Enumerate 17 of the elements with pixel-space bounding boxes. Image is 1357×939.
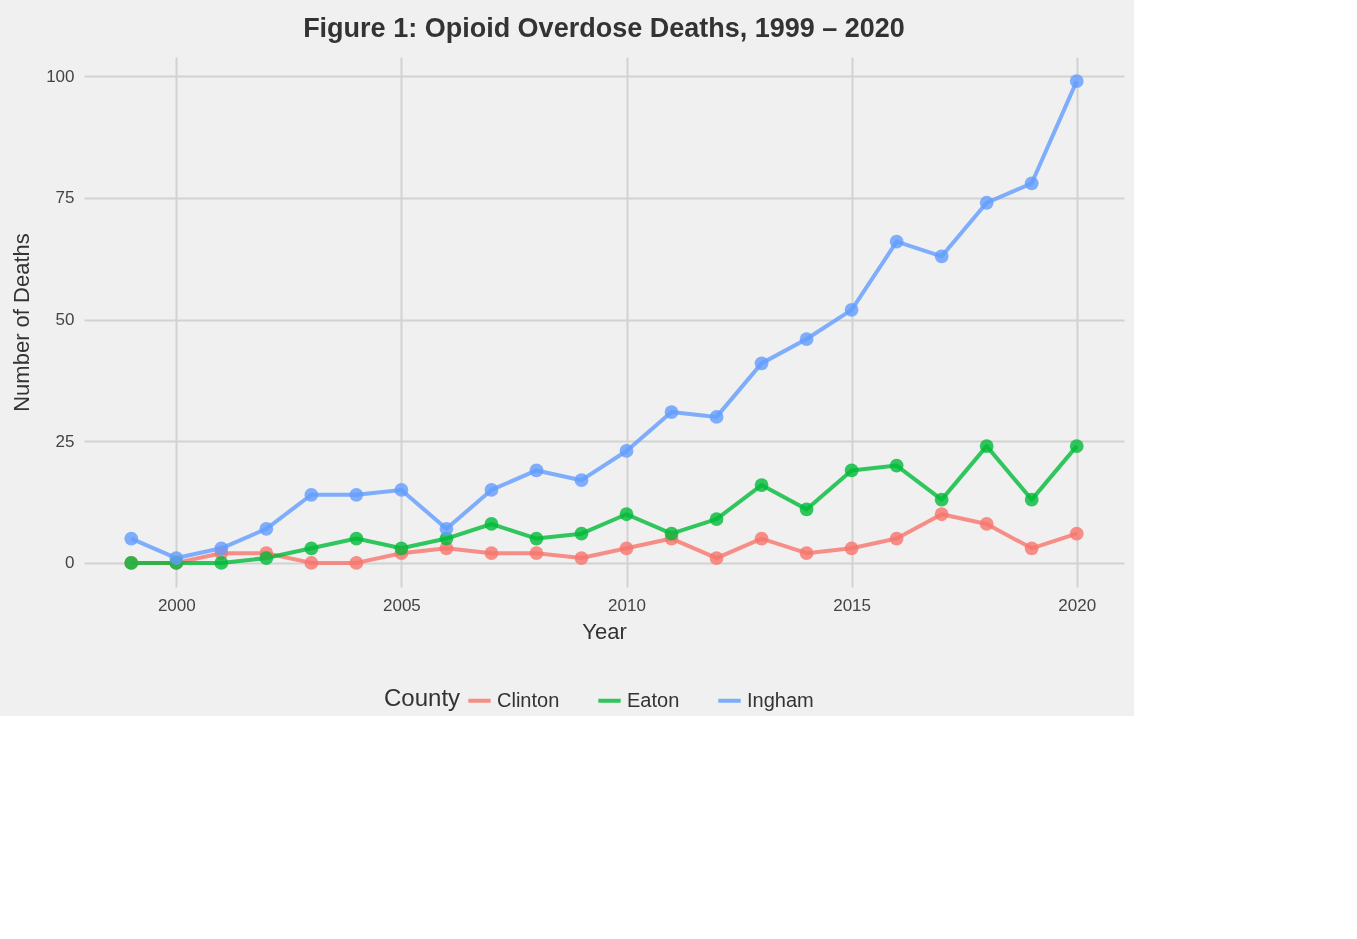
x-tick-label: 2000 [157,595,196,615]
x-axis-title: Year [582,618,627,644]
y-tick-label: 25 [55,431,75,451]
legend-title: County [384,684,461,711]
legend-label: Clinton [497,688,560,711]
legend-label: Ingham [747,688,814,711]
legend-label: Eaton [627,688,680,711]
y-tick-label: 0 [65,553,75,573]
x-tick-label: 2010 [608,595,646,615]
y-tick-label: 50 [55,310,75,330]
chart-title: Figure 1: Opioid Overdose Deaths, 1999 – 2020 [303,13,905,43]
y-tick-label: 75 [55,188,75,208]
x-tick-label: 2020 [1058,595,1097,615]
y-axis-title: Number of Deaths [9,233,35,412]
y-tick-label: 100 [46,66,75,86]
x-tick-label: 2015 [833,595,872,615]
x-tick-label: 2005 [382,595,421,615]
